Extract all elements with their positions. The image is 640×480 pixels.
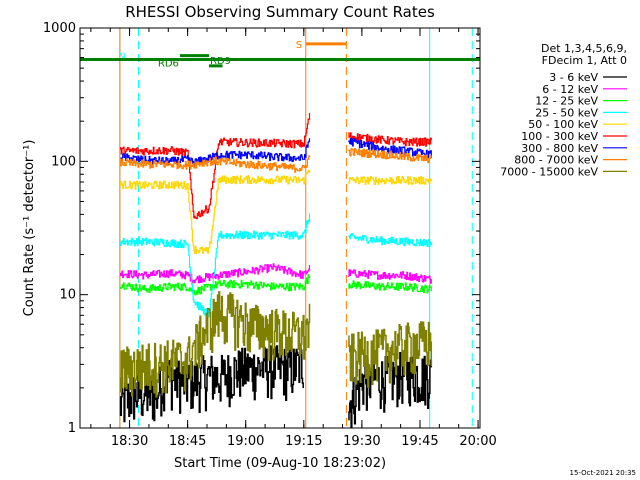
legend-label-8: 7000 - 15000 keV — [500, 165, 598, 178]
x-tick-label-0: 18:30 — [111, 434, 148, 449]
series-2-trace-1 — [348, 280, 432, 294]
y-tick-label-2: 100 — [51, 154, 76, 169]
series-2-trace-0 — [119, 274, 311, 296]
series-5-trace-0 — [119, 112, 311, 220]
legend-label-1: 6 - 12 keV — [542, 83, 598, 96]
chart-title: RHESSI Observing Summary Count Rates — [125, 3, 435, 21]
plot-frame — [79, 27, 481, 429]
legend-label-6: 300 - 800 keV — [521, 142, 598, 155]
series-6-trace-0 — [119, 138, 311, 167]
series-2 — [119, 274, 432, 296]
legend-label-5: 100 - 300 keV — [521, 130, 598, 143]
series-3-trace-1 — [348, 233, 432, 248]
x-axis-label: Start Time (09-Aug-10 18:23:02) — [174, 456, 386, 471]
annotation-label-3: RD6 — [158, 59, 179, 70]
x-tick-label-5: 19:45 — [401, 434, 438, 449]
series-8-trace-0 — [119, 291, 311, 398]
legend-label-7: 800 - 7000 keV — [514, 154, 598, 167]
series-5 — [119, 112, 432, 220]
legend-label-0: 3 - 6 keV — [549, 71, 598, 84]
series-0-trace-0 — [119, 345, 304, 423]
y-tick-label-3: 1000 — [43, 21, 76, 36]
y-axis: 1 10 100 1000 — [43, 21, 480, 436]
legend-label-4: 50 - 100 keV — [528, 118, 598, 131]
legend-label-3: 25 - 50 keV — [535, 106, 598, 119]
footer-date: 15-Oct-2021 20:35 — [570, 469, 636, 477]
series-1 — [119, 263, 432, 284]
x-axis: 18:30 18:45 19:00 19:15 19:30 19:45 20:00 — [90, 28, 497, 449]
series-1-trace-1 — [348, 269, 432, 284]
series-7-trace-1 — [348, 148, 432, 164]
legend-label-2: 12 - 25 keV — [535, 95, 598, 108]
legend: Det 1,3,4,5,6,9, FDecim 1, Att 0 3 - 6 k… — [500, 42, 627, 178]
x-tick-label-4: 19:30 — [343, 434, 380, 449]
x-tick-label-1: 18:45 — [169, 434, 206, 449]
legend-header-line-2: FDecim 1, Att 0 — [542, 54, 627, 67]
y-tick-label-0: 1 — [68, 421, 76, 436]
series-5-trace-1 — [348, 132, 432, 147]
series-8 — [119, 291, 433, 398]
x-tick-label-2: 19:00 — [227, 434, 264, 449]
series-7-trace-0 — [119, 155, 311, 173]
series-3 — [119, 213, 432, 318]
annotation-label-0: N — [118, 52, 125, 63]
series-1-trace-0 — [119, 263, 311, 284]
annotation-label-4: RD9 — [210, 56, 231, 67]
series-4-trace-1 — [348, 175, 432, 185]
y-axis-label: Count Rate (s⁻¹ detector⁻¹) — [22, 140, 37, 317]
series-4 — [119, 169, 432, 254]
x-tick-label-6: 20:00 — [459, 434, 496, 449]
series-7 — [119, 148, 432, 173]
series-8-trace-1 — [348, 321, 433, 388]
legend-header-line-1: Det 1,3,4,5,6,9, — [541, 42, 627, 55]
annotation-bars: N S RD6 RD9 — [80, 40, 480, 70]
y-tick-label-1: 10 — [59, 288, 76, 303]
series-layer — [119, 112, 433, 428]
annotation-label-1: S — [296, 40, 302, 51]
x-tick-label-3: 19:15 — [285, 434, 322, 449]
series-3-trace-0 — [119, 213, 311, 318]
series-4-trace-0 — [119, 169, 311, 254]
